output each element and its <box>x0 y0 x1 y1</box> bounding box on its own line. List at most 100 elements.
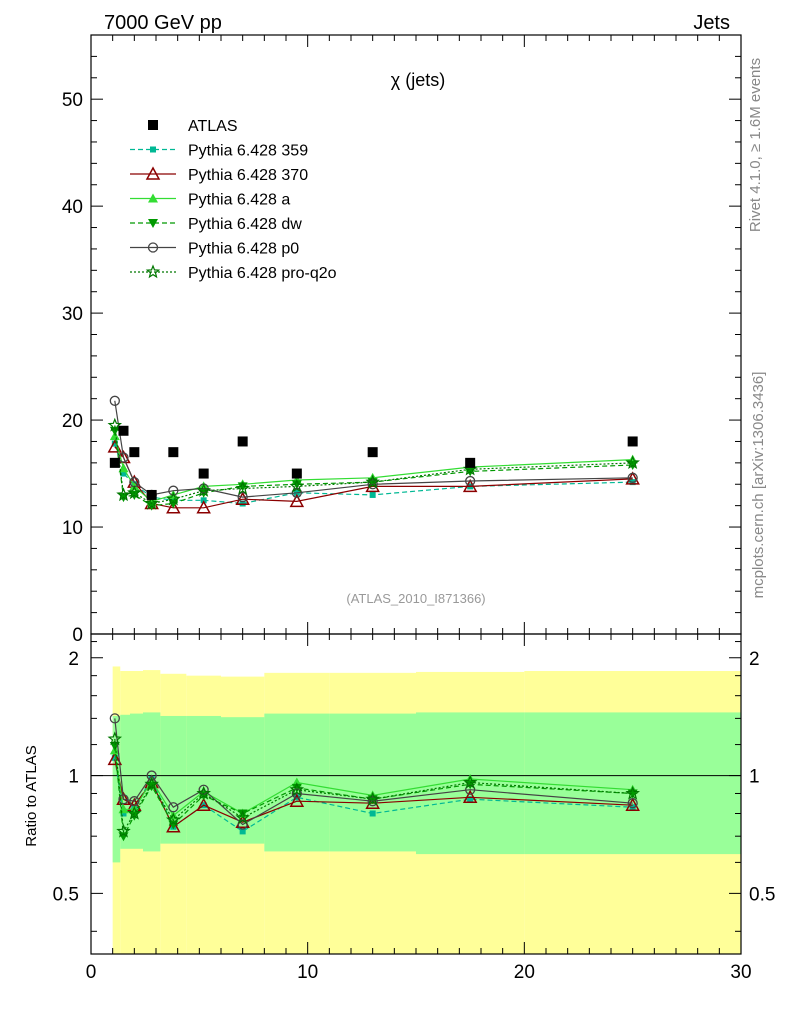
legend-pdw-label: Pythia 6.428 dw <box>188 216 302 233</box>
atlas-data-point <box>109 457 120 468</box>
inner-band-bin <box>112 715 121 863</box>
atlas-data-point <box>627 436 638 447</box>
y-tick-label: 20 <box>62 411 83 432</box>
inner-band-bin <box>186 715 221 844</box>
atlas-data-point <box>146 489 157 500</box>
atlas-data-point <box>198 468 209 479</box>
pp0-point <box>109 395 120 406</box>
pp0-ratio-point <box>109 713 120 724</box>
p370-ratio-point <box>196 797 211 811</box>
pproq2o-ratio-point <box>116 823 131 838</box>
pproq2o-line <box>114 425 633 505</box>
pproq2o-point <box>144 495 159 510</box>
p359-point <box>369 491 376 498</box>
p370-point <box>166 500 181 514</box>
ratio-tick-label-left: 1 <box>68 767 79 788</box>
mcplots-reference-label: mcplots.cern.ch [arXiv:1306.3436] <box>750 372 767 599</box>
p370-ratio-point <box>107 751 123 766</box>
pproq2o-ratio-point <box>235 810 250 825</box>
p359-point <box>120 470 127 477</box>
pproq2o-ratio-point <box>289 782 305 796</box>
legend-pproq2o-label: Pythia 6.428 pro-q2o <box>188 265 337 282</box>
analysis-label: (ATLAS_2010_I871366) <box>346 591 485 606</box>
pdw-ratio-point <box>237 809 248 819</box>
inner-band-bin <box>329 713 416 852</box>
p359-ratio-point <box>467 796 474 803</box>
x-tick-label: 0 <box>86 962 97 983</box>
pproq2o-point <box>107 417 123 432</box>
x-tick-label: 20 <box>514 962 535 983</box>
p370-point <box>196 500 211 514</box>
p370-point <box>235 491 250 505</box>
p359-ratio-point <box>111 754 118 761</box>
p359-ratio-point <box>239 828 246 835</box>
pproq2o-ratio-point <box>196 785 211 800</box>
atlas-data-point <box>129 447 140 458</box>
y-tick-label: 40 <box>62 197 83 218</box>
ratio-axis-label: Ratio to ATLAS <box>23 745 40 846</box>
pproq2o-ratio-line <box>114 738 633 834</box>
energy-label: 7000 GeV pp <box>104 12 222 34</box>
pproq2o-point <box>196 483 211 497</box>
rivet-version-label: Rivet 4.1.0, ≥ 1.6M events <box>747 58 764 232</box>
pproq2o-ratio-point <box>625 785 640 800</box>
ratio-tick-label-right: 2 <box>749 649 760 670</box>
x-tick-label: 10 <box>297 962 318 983</box>
inner-band-bin <box>524 712 741 855</box>
y-tick-label: 0 <box>72 625 83 646</box>
ratio-tick-label-left: 0.5 <box>53 884 79 905</box>
y-tick-label: 10 <box>62 518 83 539</box>
atlas-data-point <box>291 468 302 479</box>
chart-title: χ (jets) <box>391 70 445 90</box>
pproq2o-ratio-point <box>462 774 478 789</box>
series-layer <box>107 395 640 514</box>
ratio-tick-label-right: 1 <box>749 767 760 788</box>
p370-point <box>462 478 478 493</box>
legend-p370-label: Pythia 6.428 370 <box>188 167 308 184</box>
p370-ratio-point <box>625 797 640 811</box>
pproq2o-ratio-point <box>365 791 380 806</box>
y-tick-label: 50 <box>62 90 83 111</box>
pproq2o-point <box>127 485 142 500</box>
pp0-ratio-line <box>114 718 633 826</box>
ratio-tick-label-left: 2 <box>68 649 79 670</box>
pp0-ratio-point <box>129 796 140 807</box>
pproq2o-point <box>365 474 380 489</box>
pp0-ratio-point <box>118 794 129 805</box>
legend-p370-marker <box>145 166 161 180</box>
p359-ratio-point <box>293 794 300 801</box>
ratio-series-layer <box>107 713 640 842</box>
pp0-point <box>237 491 248 503</box>
pa-point <box>118 463 129 473</box>
p370-ratio-point <box>289 793 305 807</box>
atlas-data-layer <box>109 425 638 500</box>
pp0-ratio-point <box>168 802 179 813</box>
inner-band-bin <box>130 713 143 849</box>
inner-band-bin <box>120 714 130 849</box>
pproq2o-ratio-point <box>144 776 159 791</box>
legend-p359-marker <box>150 146 156 153</box>
p359-point <box>111 440 118 447</box>
pproq2o-ratio-point <box>127 805 142 820</box>
atlas-data-point <box>118 425 129 436</box>
pproq2o-point <box>235 480 250 495</box>
pp0-line <box>114 400 633 498</box>
atlas-data-point <box>367 447 378 458</box>
pp0-ratio-point <box>627 798 638 809</box>
p370-point <box>289 493 305 508</box>
pp0-point <box>168 485 179 496</box>
legend-atlas-label: ATLAS <box>188 118 238 135</box>
legend-p359-label: Pythia 6.428 359 <box>188 143 308 160</box>
x-tick-label: 30 <box>730 962 751 983</box>
atlas-data-point <box>237 436 248 447</box>
pdw-point <box>291 480 302 490</box>
legend-pdw-marker <box>148 219 158 228</box>
legend-pp0-label: Pythia 6.428 p0 <box>188 241 299 258</box>
pproq2o-point <box>166 491 181 506</box>
p370-ratio-point <box>462 789 478 804</box>
legend-pa-label: Pythia 6.428 a <box>188 192 290 209</box>
legend-pproq2o-marker <box>145 264 161 279</box>
pp0-point <box>627 472 638 483</box>
axis-ticks: 0 10 20 30 0 10 20 30 40 50 0.5 0.5 1 1 2 2 <box>53 35 775 983</box>
